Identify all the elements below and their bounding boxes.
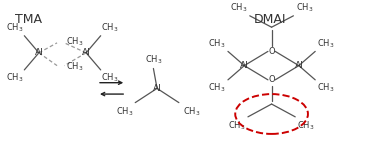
Text: CH$_3$: CH$_3$ — [145, 54, 162, 66]
Text: O: O — [268, 47, 275, 56]
Text: CH$_3$: CH$_3$ — [317, 37, 335, 50]
Text: CH$_3$: CH$_3$ — [7, 22, 24, 34]
Text: Al: Al — [240, 61, 249, 70]
Text: Al: Al — [82, 48, 91, 57]
Text: CH$_3$: CH$_3$ — [208, 37, 226, 50]
Text: Al: Al — [153, 84, 161, 93]
Text: CH$_3$: CH$_3$ — [297, 120, 315, 132]
Text: CH$_3$: CH$_3$ — [208, 81, 226, 94]
Text: CH$_3$: CH$_3$ — [230, 2, 247, 14]
Text: Al: Al — [295, 61, 303, 70]
Text: TMA: TMA — [15, 13, 42, 26]
Text: CH$_3$: CH$_3$ — [317, 81, 335, 94]
Text: CH$_3$: CH$_3$ — [101, 22, 119, 34]
Text: CH$_3$: CH$_3$ — [116, 106, 133, 118]
Text: O: O — [268, 75, 275, 84]
Text: DMAI: DMAI — [254, 13, 286, 26]
Text: CH$_3$: CH$_3$ — [228, 120, 246, 132]
Text: CH$_3$: CH$_3$ — [66, 36, 84, 48]
Text: Al: Al — [35, 48, 43, 57]
Text: CH$_3$: CH$_3$ — [101, 71, 119, 84]
Text: CH$_3$: CH$_3$ — [7, 71, 24, 84]
Text: CH$_3$: CH$_3$ — [183, 106, 200, 118]
Text: CH$_3$: CH$_3$ — [66, 60, 84, 73]
Text: CH$_3$: CH$_3$ — [296, 2, 313, 14]
